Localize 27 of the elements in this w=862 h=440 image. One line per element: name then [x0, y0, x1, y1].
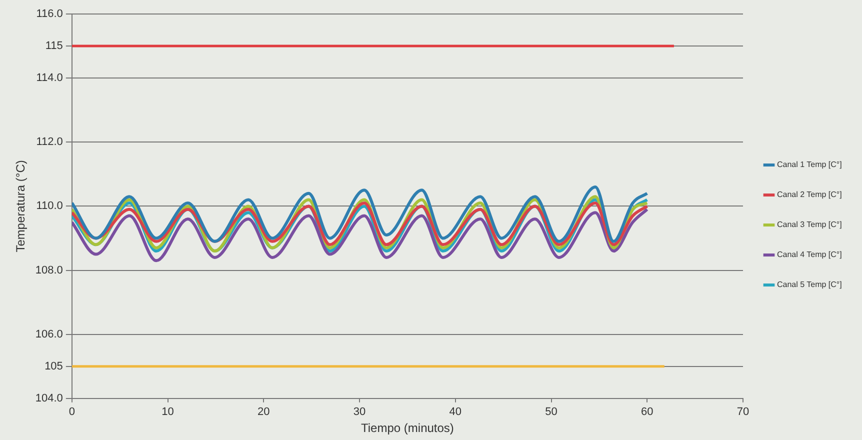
y-tick-label: 108.0 — [35, 264, 63, 276]
x-tick-label: 50 — [545, 406, 558, 418]
x-tick-label: 70 — [736, 406, 750, 418]
y-tick-label: 104.0 — [35, 392, 63, 404]
legend-label: Canal 3 Temp [C°] — [776, 220, 842, 230]
line-series — [72, 201, 649, 246]
legend-label: Canal 2 Temp [C°] — [776, 190, 842, 200]
legend-label: Canal 4 Temp [C°] — [776, 250, 842, 260]
x-tick-label: 30 — [353, 406, 366, 418]
y-tick-label: 114.0 — [36, 72, 63, 84]
legend-label: Canal 1 Temp [C°] — [776, 160, 842, 170]
y-tick-label: 112.0 — [36, 136, 63, 148]
y-tick-label: 105 — [44, 360, 63, 372]
line-series — [72, 208, 649, 262]
y-tick-label: 116.0 — [36, 8, 63, 20]
y-tick-label: 106.0 — [35, 328, 63, 340]
y-axis-title: Temperatura (°C) — [14, 160, 28, 252]
x-tick-label: 10 — [162, 406, 174, 418]
legend-label: Canal 5 Temp [C°] — [776, 280, 842, 290]
line-series — [72, 185, 649, 243]
x-tick-label: 40 — [449, 406, 462, 418]
x-tick-label: 0 — [68, 406, 75, 418]
x-axis-title: Tiempo (minutos) — [361, 421, 454, 436]
x-tick-label: 60 — [641, 406, 654, 418]
y-tick-label: 110.0 — [36, 200, 63, 212]
y-tick-label: 115 — [45, 40, 63, 52]
x-tick-label: 20 — [258, 406, 270, 418]
